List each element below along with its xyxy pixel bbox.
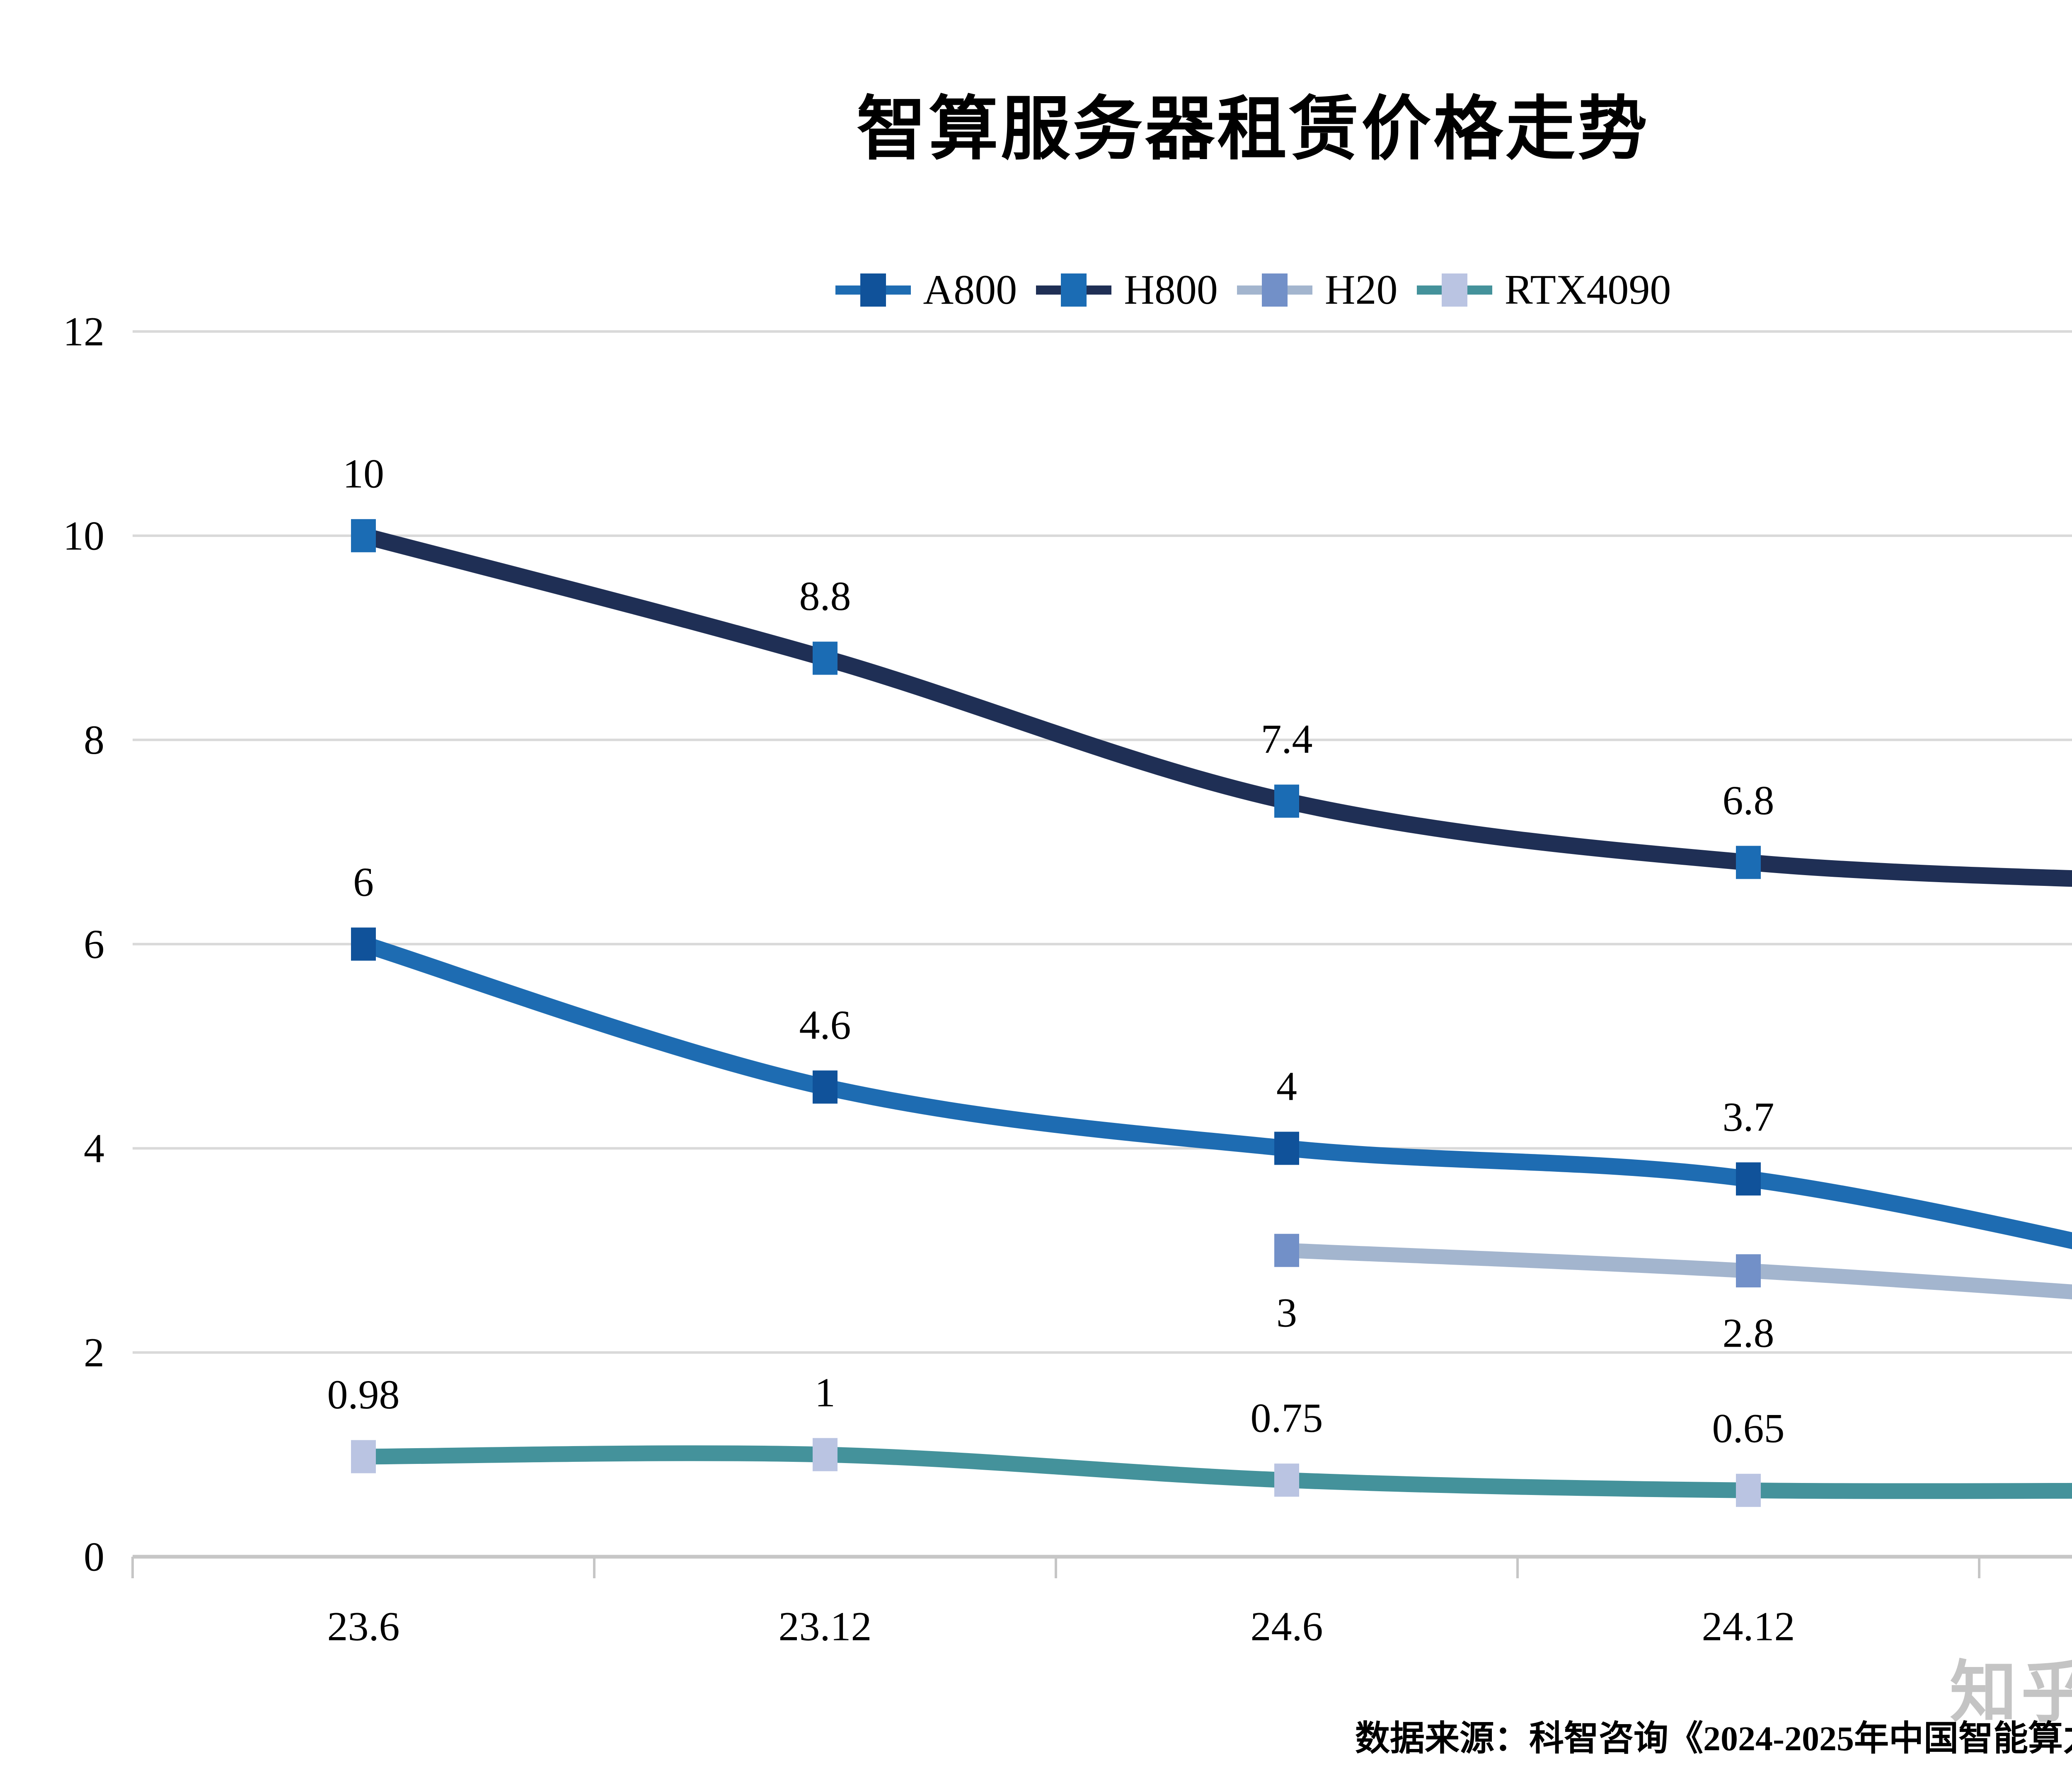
- y-tick-label: 0: [84, 1534, 104, 1580]
- data-label-rtx4090: 0.98: [327, 1372, 400, 1417]
- series-line-h800: [355, 527, 2072, 887]
- legend-label: H800: [1124, 266, 1218, 313]
- data-label-h800: 10: [343, 450, 384, 496]
- legend-marker-icon: [1237, 267, 1312, 313]
- data-label-rtx4090: 0.75: [1251, 1395, 1323, 1441]
- marker-h800: [1274, 784, 1299, 818]
- series-line-a800: [355, 936, 2072, 1249]
- legend: A800 H800 H20 RTX4090: [0, 261, 2072, 319]
- data-label-rtx4090: 0.65: [1712, 1405, 1785, 1451]
- y-tick-label: 6: [84, 921, 104, 967]
- data-label-a800: 4.6: [799, 1002, 851, 1048]
- data-label-h20: 3: [1276, 1289, 1297, 1335]
- marker-rtx4090: [1736, 1473, 1761, 1507]
- marker-rtx4090: [813, 1438, 838, 1471]
- legend-marker-icon: [1036, 267, 1112, 313]
- legend-item-a800: A800: [835, 267, 1017, 313]
- legend-label: H20: [1324, 266, 1398, 313]
- legend-item-h20: H20: [1237, 267, 1398, 313]
- legend-square-swatch: [860, 273, 886, 307]
- x-tick-label: 23.6: [327, 1604, 400, 1650]
- watermark: 知乎 @科智咨询: [1950, 1655, 2072, 1730]
- y-tick-label: 12: [63, 309, 104, 355]
- series-line-h20: [1279, 1243, 2072, 1299]
- data-label-rtx4090: 1: [815, 1369, 835, 1415]
- series-line-rtx4090: [356, 1445, 2072, 1499]
- y-tick-label: 8: [84, 717, 104, 763]
- y-tick-label: 4: [84, 1125, 104, 1171]
- data-label-a800: 4: [1276, 1063, 1297, 1109]
- marker-h800: [1736, 846, 1761, 879]
- data-label-h800: 6.8: [1723, 777, 1774, 823]
- legend-square-swatch: [1261, 273, 1288, 307]
- data-label-h800: 8.8: [799, 573, 851, 619]
- data-label-a800: 3.7: [1723, 1094, 1774, 1140]
- y-tick-label: 2: [84, 1330, 104, 1376]
- legend-marker-icon: [835, 267, 911, 313]
- chart-title: 智算服务器租赁价格走势: [857, 91, 1650, 168]
- marker-rtx4090: [351, 1440, 376, 1473]
- marker-h20: [1736, 1254, 1761, 1288]
- marker-a800: [1736, 1162, 1761, 1196]
- marker-h800: [813, 641, 838, 675]
- legend-label: RTX4090: [1504, 266, 1671, 313]
- marker-rtx4090: [1274, 1463, 1299, 1497]
- marker-a800: [351, 927, 376, 961]
- marker-a800: [813, 1070, 838, 1104]
- marker-h20: [1274, 1234, 1299, 1267]
- legend-square-swatch: [1441, 273, 1467, 307]
- x-tick-label: 24.6: [1251, 1604, 1323, 1650]
- legend-item-h800: H800: [1036, 267, 1218, 313]
- legend-label: A800: [923, 266, 1017, 313]
- legend-marker-icon: [1416, 267, 1492, 313]
- x-tick-label: 24.12: [1702, 1604, 1795, 1650]
- source-note: 数据来源：科智咨询《2024-2025年中国智能算力租赁行业市场研究报告》: [1355, 1720, 2072, 1758]
- marker-h800: [351, 519, 376, 552]
- y-tick-label: 10: [63, 513, 104, 559]
- data-label-a800: 6: [353, 859, 374, 905]
- legend-square-swatch: [1061, 273, 1087, 307]
- marker-a800: [1274, 1132, 1299, 1165]
- data-label-h20: 2.8: [1723, 1310, 1774, 1356]
- legend-item-rtx4090: RTX4090: [1416, 266, 1671, 313]
- x-tick-label: 23.12: [779, 1604, 872, 1650]
- data-label-h800: 7.4: [1261, 716, 1313, 762]
